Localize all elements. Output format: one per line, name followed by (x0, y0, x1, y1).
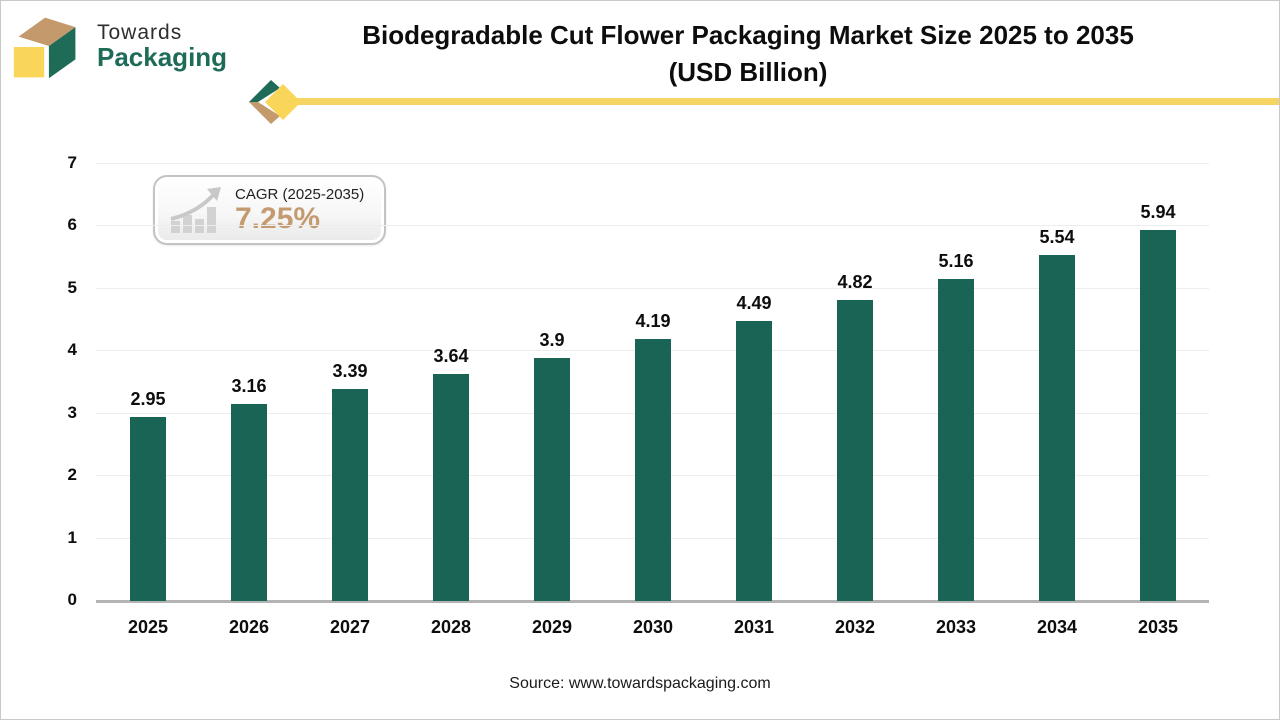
source-note: Source: www.towardspackaging.com (509, 675, 771, 692)
bar-value-label: 5.16 (938, 250, 974, 271)
bar-value-label: 3.64 (433, 345, 469, 366)
logo-word-towards: Towards (97, 21, 183, 45)
logo-box-icon (13, 17, 76, 79)
bar (332, 389, 368, 601)
gridline (96, 225, 1209, 227)
divider-diamond-icon (249, 80, 301, 124)
cagr-label: CAGR (2025-2035) (235, 185, 365, 203)
x-axis-line (96, 600, 1209, 603)
bar-value-label: 3.16 (231, 375, 267, 396)
bar (1039, 255, 1075, 601)
chart-title-line1: Biodegradable Cut Flower Packaging Marke… (362, 20, 1134, 50)
x-axis-tick-label: 2031 (733, 617, 775, 637)
x-axis-tick-label: 2035 (1137, 617, 1179, 637)
bar (433, 373, 469, 601)
y-axis-tick-label: 4 (67, 340, 77, 360)
plot-area: 2.95 2025 3.16 2026 3.39 2027 3.64 2028 3.9 2029 4… (96, 163, 1209, 637)
x-axis-tick-label: 2025 (127, 617, 169, 637)
y-axis-tick-label: 5 (67, 277, 77, 297)
x-axis-tick-label: 2026 (228, 617, 270, 637)
bar (534, 357, 570, 601)
bar (635, 339, 671, 601)
x-axis-tick-label: 2032 (834, 617, 876, 637)
bar (1140, 230, 1176, 601)
cagr-text: CAGR (2025-2035) 7.25% (235, 186, 364, 235)
x-axis-tick-label: 2030 (632, 617, 674, 637)
x-axis-tick-label: 2034 (1036, 617, 1078, 637)
logo-word-packaging: Packaging (97, 42, 228, 73)
bar (938, 278, 974, 601)
bar-value-label: 3.9 (539, 329, 565, 350)
towards-packaging-logo: Towards Packaging (11, 13, 227, 81)
divider-line (285, 98, 1279, 105)
cagr-value: 7.25% (235, 201, 321, 235)
y-axis-tick-label: 0 (67, 590, 77, 609)
y-axis-tick-label: 7 (67, 153, 77, 172)
chart-title: Biodegradable Cut Flower Packaging Marke… (217, 17, 1279, 91)
bar-value-label: 5.54 (1039, 227, 1075, 248)
chart-title-line2: (USD Billion) (668, 57, 828, 87)
cagr-badge: CAGR (2025-2035) 7.25% (153, 175, 386, 245)
bar-value-label: 3.39 (332, 361, 368, 382)
x-axis-tick-label: 2033 (935, 617, 977, 637)
x-axis-tick-label: 2028 (430, 617, 472, 637)
gridline (96, 163, 1209, 164)
bar (736, 320, 772, 601)
x-axis-tick-label: 2027 (329, 617, 371, 637)
bar (231, 403, 267, 601)
gridline (96, 287, 1209, 289)
y-axis-tick-label: 1 (67, 527, 77, 547)
bar (837, 300, 873, 601)
y-axis-tick-label: 3 (67, 402, 77, 422)
y-axis-tick-label: 6 (67, 215, 77, 235)
x-axis-tick-label: 2029 (531, 617, 573, 637)
bar-value-label: 5.94 (1140, 202, 1176, 223)
y-axis-tick-label: 2 (67, 465, 77, 485)
bar-value-label: 4.49 (736, 292, 772, 313)
bar-value-label: 4.82 (837, 272, 873, 293)
logo-text: Towards Packaging (97, 22, 227, 71)
bar (130, 416, 166, 601)
bar-value-label: 2.95 (130, 388, 166, 409)
bar-value-label: 4.19 (635, 311, 671, 332)
